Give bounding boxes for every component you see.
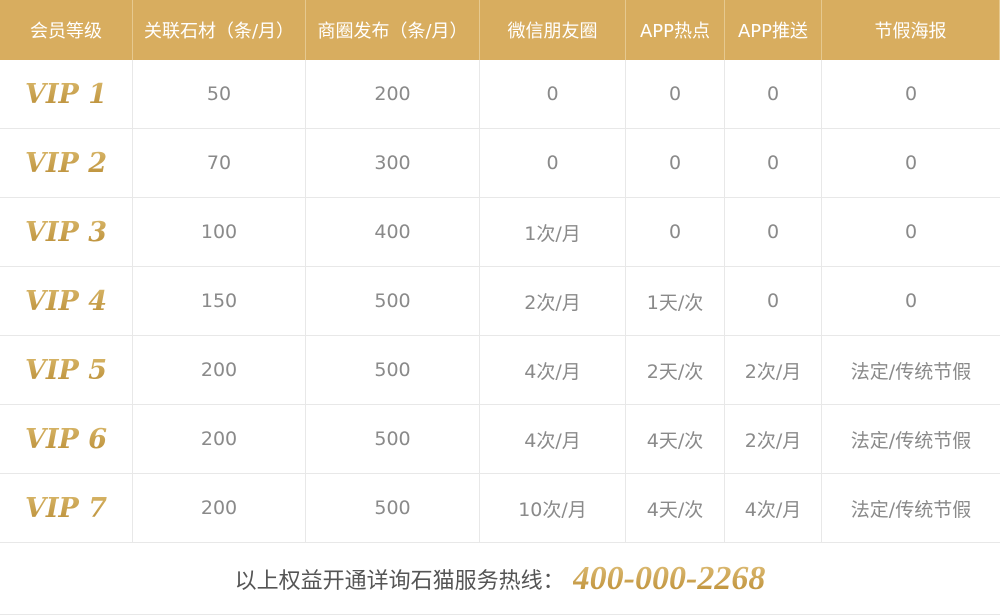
- table-cell-level: VIP 1: [0, 60, 133, 129]
- table-cell-app-push: 0: [725, 267, 822, 336]
- table-cell-holiday-poster: 0: [822, 267, 1000, 336]
- table-cell-app-hotspot: 4天/次: [626, 474, 725, 543]
- table-cell-level: VIP 5: [0, 336, 133, 405]
- table-cell-holiday-poster: 法定/传统节假: [822, 474, 1000, 543]
- table-cell-app-push: 0: [725, 129, 822, 198]
- table-cell-holiday-poster: 0: [822, 129, 1000, 198]
- table-cell-holiday-poster: 法定/传统节假: [822, 336, 1000, 405]
- column-header-app-push: APP推送: [725, 0, 822, 60]
- footer-text: 以上权益开通详询石猫服务热线：: [234, 568, 565, 594]
- column-header-district-posts: 商圈发布（条/月）: [306, 0, 480, 60]
- table-cell-wechat-moments: 0: [480, 129, 626, 198]
- table-cell-holiday-poster: 法定/传统节假: [822, 405, 1000, 474]
- table-cell-app-hotspot: 0: [626, 198, 725, 267]
- table-cell-stone-count: 50: [133, 60, 306, 129]
- table-cell-app-push: 2次/月: [725, 405, 822, 474]
- table-cell-stone-count: 150: [133, 267, 306, 336]
- table-cell-app-push: 0: [725, 60, 822, 129]
- table-cell-wechat-moments: 1次/月: [480, 198, 626, 267]
- table-cell-district-posts: 500: [306, 405, 480, 474]
- table-cell-level: VIP 4: [0, 267, 133, 336]
- table-cell-district-posts: 200: [306, 60, 480, 129]
- column-header-wechat-moments: 微信朋友圈: [480, 0, 626, 60]
- table-cell-district-posts: 400: [306, 198, 480, 267]
- column-header-app-hotspot: APP热点: [626, 0, 725, 60]
- table-cell-district-posts: 500: [306, 267, 480, 336]
- table-cell-level: VIP 2: [0, 129, 133, 198]
- hotline-number: 400-000-2268: [572, 559, 766, 597]
- membership-table: 会员等级 关联石材（条/月） 商圈发布（条/月） 微信朋友圈 APP热点 APP推送 节假海…: [0, 0, 1000, 543]
- footer: 以上权益开通详询石猫服务热线： 400-000-2268: [0, 543, 1000, 615]
- table-cell-district-posts: 500: [306, 474, 480, 543]
- table-cell-app-push: 2次/月: [725, 336, 822, 405]
- table-cell-stone-count: 200: [133, 474, 306, 543]
- table-cell-wechat-moments: 4次/月: [480, 405, 626, 474]
- table-cell-stone-count: 70: [133, 129, 306, 198]
- table-cell-stone-count: 100: [133, 198, 306, 267]
- table-cell-wechat-moments: 10次/月: [480, 474, 626, 543]
- table-cell-district-posts: 300: [306, 129, 480, 198]
- table-cell-wechat-moments: 4次/月: [480, 336, 626, 405]
- table-cell-wechat-moments: 0: [480, 60, 626, 129]
- column-header-stone-count: 关联石材（条/月）: [133, 0, 306, 60]
- vip-level-label: VIP 2: [24, 147, 108, 179]
- table-cell-app-hotspot: 0: [626, 60, 725, 129]
- column-header-level: 会员等级: [0, 0, 133, 60]
- vip-level-label: VIP 7: [24, 492, 108, 524]
- table-cell-app-push: 0: [725, 198, 822, 267]
- table-cell-stone-count: 200: [133, 405, 306, 474]
- table-cell-stone-count: 200: [133, 336, 306, 405]
- table-cell-holiday-poster: 0: [822, 60, 1000, 129]
- vip-level-label: VIP 1: [24, 78, 108, 110]
- table-cell-app-push: 4次/月: [725, 474, 822, 543]
- table-cell-level: VIP 6: [0, 405, 133, 474]
- table-cell-district-posts: 500: [306, 336, 480, 405]
- vip-level-label: VIP 4: [24, 285, 108, 317]
- vip-level-label: VIP 5: [24, 354, 108, 386]
- table-cell-holiday-poster: 0: [822, 198, 1000, 267]
- table-cell-app-hotspot: 1天/次: [626, 267, 725, 336]
- table-cell-app-hotspot: 2天/次: [626, 336, 725, 405]
- table-cell-app-hotspot: 0: [626, 129, 725, 198]
- table-cell-wechat-moments: 2次/月: [480, 267, 626, 336]
- vip-level-label: VIP 6: [24, 423, 108, 455]
- column-header-holiday-poster: 节假海报: [822, 0, 1000, 60]
- table-cell-level: VIP 3: [0, 198, 133, 267]
- table-cell-app-hotspot: 4天/次: [626, 405, 725, 474]
- table-cell-level: VIP 7: [0, 474, 133, 543]
- vip-level-label: VIP 3: [24, 216, 108, 248]
